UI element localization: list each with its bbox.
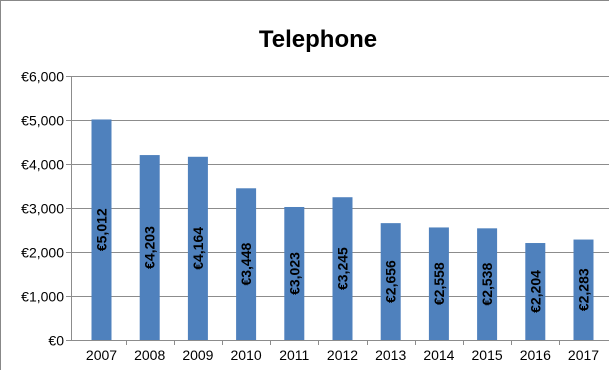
x-tick-label: 2012	[327, 347, 358, 363]
x-tick-label: 2009	[182, 347, 213, 363]
y-tick-label: €4,000	[21, 157, 64, 173]
y-tick-label: €2,000	[21, 245, 64, 261]
data-label: €4,203	[142, 226, 158, 269]
data-label: €2,283	[576, 268, 592, 311]
bar	[91, 119, 112, 340]
data-label: €3,448	[238, 243, 254, 286]
x-tick-label: 2008	[134, 347, 165, 363]
x-tick-label: 2014	[423, 347, 454, 363]
data-label: €3,245	[335, 247, 351, 290]
bar	[332, 197, 353, 340]
data-labels: €5,012 €4,203 €4,164 €3,448 €3,023 €3,245 €2,6…	[94, 208, 592, 313]
data-label: €5,012	[94, 208, 110, 251]
bars	[91, 119, 594, 340]
y-tick-label: €5,000	[21, 113, 64, 129]
y-tick-label: €6,000	[21, 69, 64, 85]
bar	[139, 155, 160, 340]
bar	[187, 156, 208, 340]
data-label: €2,538	[479, 263, 495, 306]
data-label: €4,164	[190, 227, 206, 270]
bar	[573, 239, 594, 340]
y-tick-label: €0	[48, 333, 64, 349]
x-tick-label: 2007	[86, 347, 117, 363]
bar	[236, 188, 257, 340]
bar	[428, 227, 449, 340]
data-label: €2,656	[383, 260, 399, 303]
chart-title: Telephone	[259, 26, 377, 53]
data-label: €2,558	[431, 262, 447, 305]
data-label: €3,023	[286, 252, 302, 295]
y-tick-label: €1,000	[21, 289, 64, 305]
x-tick-label: 2010	[231, 347, 262, 363]
data-label: €2,204	[527, 270, 543, 313]
x-tick-label: 2013	[375, 347, 406, 363]
bar	[284, 206, 305, 340]
x-tick-label: 2011	[279, 347, 309, 363]
y-tick-label: €3,000	[21, 201, 64, 217]
bar	[477, 228, 498, 340]
x-axis: 2007 2008 2009 2010 2011 2012 2013 2014 2015 2016…	[71, 340, 609, 363]
x-tick-label: 2016	[520, 347, 551, 363]
bar	[380, 223, 401, 340]
x-tick-label: 2017	[568, 347, 599, 363]
y-axis: €0 €1,000 €2,000 €3,000 €4,000 €5,000 €6,000	[21, 69, 72, 349]
x-tick-label: 2015	[472, 347, 503, 363]
bar	[525, 243, 546, 340]
